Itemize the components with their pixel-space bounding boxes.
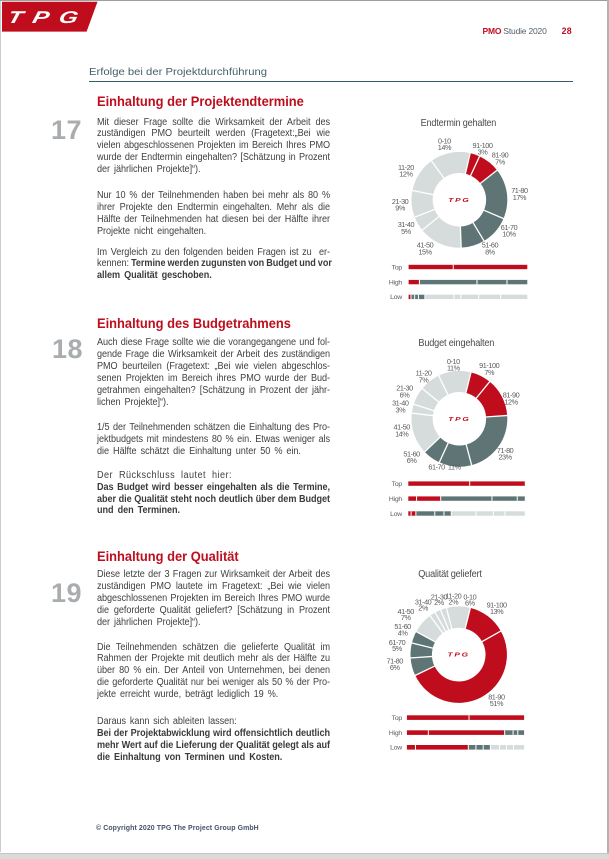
svg-text:41-50: 41-50 <box>397 607 414 616</box>
svg-text:0-10: 0-10 <box>463 592 476 601</box>
svg-text:11-20: 11-20 <box>398 163 414 172</box>
svg-text:7%: 7% <box>419 376 430 385</box>
svg-text:4%: 4% <box>398 628 409 637</box>
svg-text:7%: 7% <box>495 158 506 167</box>
svg-text:TPG: TPG <box>448 653 470 658</box>
svg-text:61-70: 61-70 <box>389 638 406 647</box>
svg-text:91-100: 91-100 <box>479 361 499 370</box>
svg-text:High: High <box>389 279 403 286</box>
svg-text:31-40: 31-40 <box>415 598 432 607</box>
svg-text:Low: Low <box>390 745 402 752</box>
svg-text:12%: 12% <box>399 170 413 179</box>
svg-text:17%: 17% <box>513 193 527 202</box>
svg-text:51%: 51% <box>490 699 504 708</box>
svg-text:6%: 6% <box>400 390 411 399</box>
svg-text:11-20: 11-20 <box>416 369 432 378</box>
svg-text:51-60: 51-60 <box>482 241 499 250</box>
svg-text:6%: 6% <box>407 456 418 465</box>
svg-text:3%: 3% <box>478 148 489 157</box>
svg-text:5%: 5% <box>401 227 412 236</box>
svg-text:11%: 11% <box>447 364 461 373</box>
svg-text:TPG: TPG <box>448 417 470 422</box>
svg-text:5%: 5% <box>392 644 403 653</box>
svg-text:2%: 2% <box>434 598 445 607</box>
svg-text:0-10: 0-10 <box>438 136 451 145</box>
svg-text:14%: 14% <box>395 430 409 439</box>
svg-text:21-30: 21-30 <box>392 197 409 206</box>
svg-text:31-40: 31-40 <box>392 399 409 408</box>
svg-text:Top: Top <box>392 715 403 722</box>
svg-text:41-50: 41-50 <box>393 423 410 432</box>
svg-text:0-10: 0-10 <box>447 357 460 366</box>
svg-text:23%: 23% <box>498 453 512 462</box>
svg-text:Budget eingehalten: Budget eingehalten <box>418 338 494 349</box>
svg-text:61-70: 61-70 <box>501 223 518 232</box>
svg-text:12%: 12% <box>504 398 518 407</box>
svg-text:2%: 2% <box>418 604 429 613</box>
svg-text:Top: Top <box>392 481 403 488</box>
svg-text:61-70 11%: 61-70 11% <box>428 462 461 471</box>
svg-text:7%: 7% <box>401 613 412 622</box>
svg-text:21-30: 21-30 <box>431 592 448 601</box>
svg-text:91-100: 91-100 <box>472 141 492 150</box>
svg-text:71-80: 71-80 <box>386 657 403 666</box>
svg-text:8%: 8% <box>485 247 496 256</box>
svg-text:41-50: 41-50 <box>417 241 434 250</box>
svg-text:15%: 15% <box>418 247 432 256</box>
svg-text:TPG: TPG <box>448 198 470 203</box>
svg-text:91-100: 91-100 <box>487 600 507 609</box>
svg-text:Qualität geliefert: Qualität geliefert <box>418 569 482 580</box>
svg-text:9%: 9% <box>395 204 406 213</box>
svg-text:Endtermin gehalten: Endtermin gehalten <box>421 118 497 130</box>
svg-text:Top: Top <box>392 264 403 271</box>
svg-text:51-60: 51-60 <box>403 449 420 458</box>
svg-text:81-90: 81-90 <box>503 391 520 400</box>
svg-text:51-60: 51-60 <box>394 622 411 631</box>
svg-text:31-40: 31-40 <box>398 220 415 229</box>
svg-text:2%: 2% <box>448 597 459 606</box>
svg-text:High: High <box>389 496 403 503</box>
svg-text:81-90: 81-90 <box>492 151 509 160</box>
svg-text:High: High <box>389 730 403 737</box>
svg-text:6%: 6% <box>390 663 401 672</box>
svg-text:71-80: 71-80 <box>511 186 528 195</box>
svg-text:21-30: 21-30 <box>396 384 413 393</box>
svg-text:13%: 13% <box>490 607 504 616</box>
svg-text:14%: 14% <box>438 143 452 152</box>
svg-text:10%: 10% <box>502 230 516 239</box>
svg-text:3%: 3% <box>395 405 406 414</box>
svg-text:7%: 7% <box>484 368 495 377</box>
svg-text:Low: Low <box>390 294 402 301</box>
svg-text:6%: 6% <box>465 598 476 607</box>
svg-text:81-90: 81-90 <box>488 693 505 702</box>
svg-text:Low: Low <box>390 511 402 518</box>
svg-text:71-80: 71-80 <box>497 446 514 455</box>
svg-text:11-20: 11-20 <box>445 592 461 601</box>
